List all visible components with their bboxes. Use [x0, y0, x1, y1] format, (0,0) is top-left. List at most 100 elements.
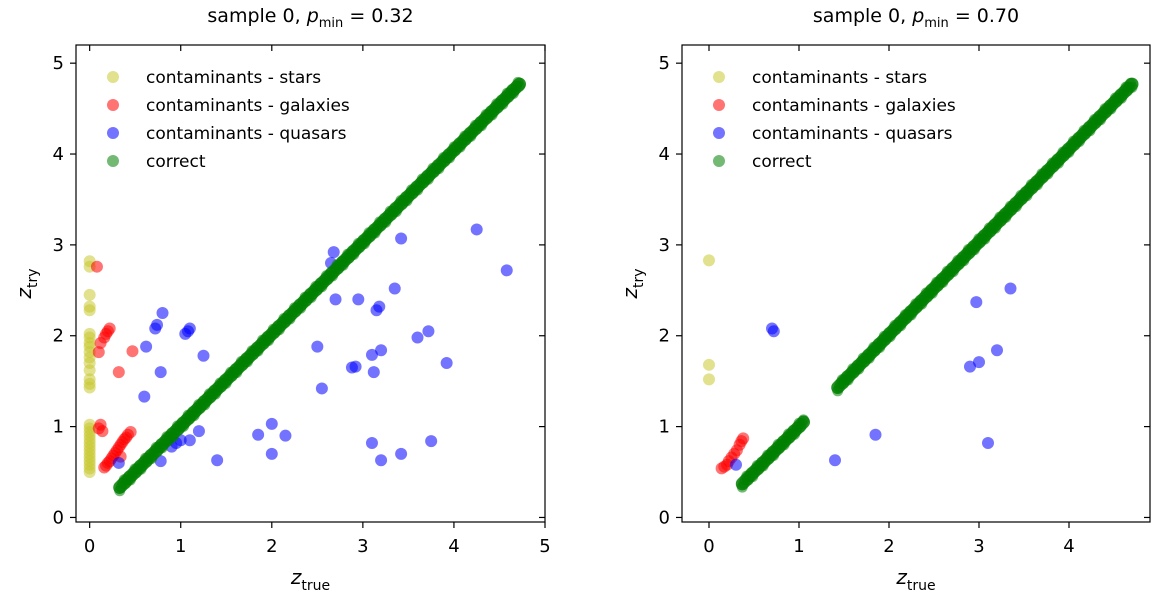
legend-marker — [713, 99, 725, 111]
data-point — [514, 80, 526, 92]
data-point — [703, 358, 715, 371]
legend: contaminants - stars contaminants - galax… — [107, 68, 350, 172]
data-point — [982, 436, 994, 449]
series-contaminants-quasars — [730, 282, 1017, 471]
data-point — [798, 414, 809, 426]
x-axis-label: ztrue — [895, 565, 935, 594]
series-correct — [113, 76, 527, 497]
data-point — [1126, 81, 1138, 93]
legend-marker — [713, 71, 725, 83]
y-axis-label: ztry — [12, 268, 41, 299]
data-point — [140, 340, 153, 353]
x-tick-label: 0 — [703, 536, 714, 557]
y-tick-label: 2 — [53, 326, 64, 347]
scatter-chart-1: sample 0, pmin = 0.32 0 1 2 3 4 5 0 1 2 3 4 5 ztrue zt… — [12, 5, 551, 594]
legend-label: contaminants - stars — [752, 68, 927, 88]
series-contaminants-quasars — [112, 223, 513, 469]
legend-label: contaminants - galaxies — [752, 96, 956, 116]
data-point — [265, 417, 278, 430]
data-point — [211, 454, 224, 467]
y-tick-label: 4 — [53, 144, 64, 165]
series-contaminants-stars — [703, 254, 715, 386]
data-point — [279, 429, 292, 442]
data-point — [94, 337, 107, 350]
series-contaminants-stars — [83, 255, 96, 479]
legend-marker — [107, 71, 119, 83]
data-point — [703, 254, 715, 267]
x-axis-label: ztrue — [290, 565, 330, 594]
y-tick-label: 4 — [659, 144, 670, 165]
data-point — [730, 458, 742, 471]
data-point — [388, 282, 401, 295]
plot-area — [703, 77, 1139, 493]
data-point — [973, 356, 985, 369]
x-tick-label: 4 — [448, 536, 459, 557]
x-tick-label: 1 — [175, 536, 186, 557]
data-point — [373, 300, 386, 313]
legend-marker — [713, 127, 725, 139]
x-tick-label: 0 — [84, 536, 95, 557]
y-tick-label: 5 — [53, 53, 64, 74]
x-tick-label: 5 — [539, 536, 550, 557]
data-point — [192, 425, 205, 438]
data-point — [703, 373, 715, 386]
legend-label: contaminants - galaxies — [146, 96, 350, 116]
x-tick-label: 3 — [357, 536, 368, 557]
data-point — [365, 348, 378, 361]
data-point — [829, 454, 841, 467]
y-tick-label: 1 — [53, 417, 64, 438]
legend-marker — [107, 127, 119, 139]
data-point — [327, 246, 340, 259]
legend-label: correct — [752, 152, 812, 172]
data-point — [411, 331, 424, 344]
series-contaminants-galaxies — [715, 432, 750, 475]
x-tick-label: 2 — [883, 536, 894, 557]
data-point — [349, 360, 362, 373]
data-point — [375, 454, 388, 467]
data-point — [252, 428, 265, 441]
legend-label: contaminants - stars — [146, 68, 321, 88]
data-point — [422, 325, 435, 338]
data-point — [991, 344, 1003, 357]
data-point — [83, 381, 96, 394]
data-point — [367, 366, 380, 379]
plot-frame — [75, 44, 546, 523]
plot-area — [83, 76, 527, 497]
data-point — [92, 346, 105, 359]
data-point — [183, 322, 196, 335]
data-point — [311, 340, 324, 353]
legend-marker — [107, 155, 119, 167]
legend: contaminants - stars contaminants - galax… — [713, 68, 956, 172]
data-point — [112, 366, 125, 379]
data-point — [197, 349, 210, 362]
data-point — [500, 264, 513, 277]
legend-label: contaminants - quasars — [146, 124, 347, 144]
data-point — [470, 223, 483, 236]
data-point — [83, 304, 96, 317]
scatter-chart-2: sample 0, pmin = 0.70 0 1 2 3 4 0 1 2 3 4 5 ztrue ztr… — [618, 5, 1151, 594]
y-tick-label: 5 — [659, 53, 670, 74]
y-tick-label: 2 — [659, 326, 670, 347]
x-tick-label: 4 — [1063, 536, 1074, 557]
data-point — [151, 318, 164, 331]
y-tick-label: 1 — [659, 417, 670, 438]
data-point — [126, 345, 139, 358]
data-point — [96, 425, 109, 438]
data-point — [315, 382, 328, 395]
data-point — [970, 296, 983, 309]
x-tick-label: 1 — [793, 536, 804, 557]
data-point — [98, 461, 111, 474]
legend-label: contaminants - quasars — [752, 124, 953, 144]
legend-marker — [107, 99, 119, 111]
y-axis-label: ztry — [618, 268, 647, 299]
legend-marker — [713, 155, 725, 167]
x-tick-label: 2 — [266, 536, 277, 557]
data-point — [265, 447, 278, 460]
data-point — [869, 428, 882, 441]
data-point — [156, 307, 169, 320]
data-point — [365, 436, 378, 449]
y-tick-label: 0 — [659, 507, 670, 528]
data-point — [425, 435, 438, 448]
data-point — [183, 434, 196, 447]
chart-title: sample 0, pmin = 0.32 — [207, 5, 413, 31]
